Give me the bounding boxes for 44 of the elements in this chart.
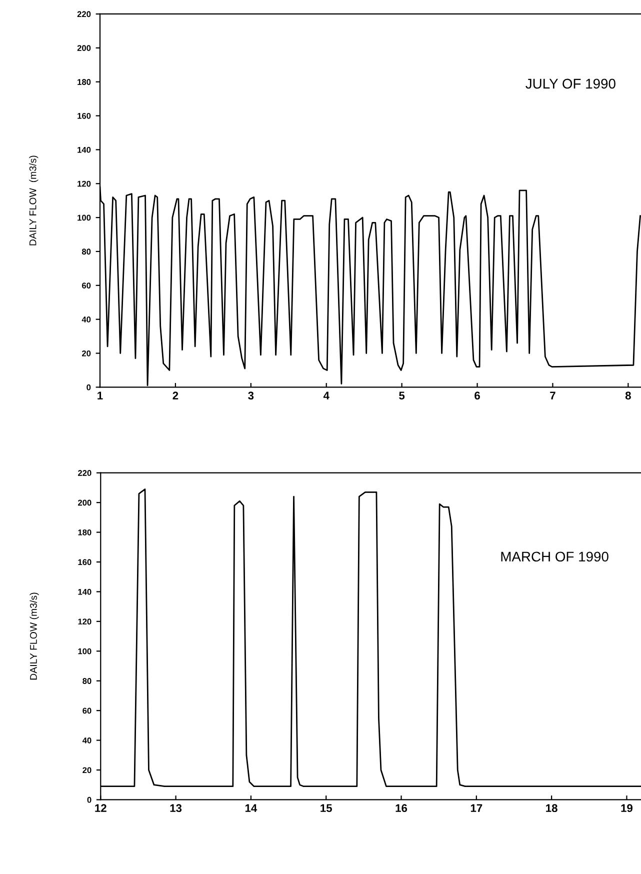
- y-axis-title: DAILY FLOW (m3/s): [29, 156, 38, 246]
- x-tick-label: 1: [98, 392, 103, 400]
- y-tick-label: 220: [78, 470, 92, 476]
- x-tick-label: 12: [95, 804, 106, 812]
- y-tick-label: 200: [77, 45, 91, 52]
- y-tick-label: 40: [82, 737, 92, 744]
- y-tick-label: 60: [82, 282, 91, 288]
- y-tick-label: 200: [78, 500, 92, 506]
- y-tick-label: 140: [78, 588, 92, 595]
- y-tick-label: 160: [78, 559, 92, 566]
- y-tick-label: 20: [82, 767, 92, 774]
- y-tick-label: 220: [77, 11, 91, 18]
- y-tick-label: 80: [82, 678, 92, 684]
- y-axis-title: DAILY FLOW (m3/s): [30, 592, 39, 680]
- annotation: MARCH OF 1990: [501, 552, 608, 562]
- x-tick-label: 7: [550, 392, 556, 400]
- y-tick-label: 0: [86, 384, 91, 390]
- y-tick-label: 100: [78, 214, 91, 221]
- y-tick-label: 20: [82, 350, 91, 356]
- x-tick-label: 2: [172, 392, 178, 400]
- x-tick-label: 5: [399, 392, 405, 400]
- x-tick-label: 4: [323, 392, 330, 400]
- y-tick-label: 180: [78, 529, 92, 536]
- x-tick-label: 8: [625, 392, 631, 400]
- x-tick-label: 16: [396, 804, 408, 812]
- x-tick-label: 3: [248, 392, 254, 400]
- x-tick-label: 13: [170, 804, 182, 812]
- y-tick-label: 60: [82, 708, 92, 714]
- y-tick-label: 140: [78, 146, 91, 153]
- y-tick-label: 120: [78, 618, 92, 625]
- y-tick-label: 80: [82, 248, 91, 255]
- y-tick-label: 120: [78, 180, 91, 187]
- x-tick-label: 14: [245, 804, 258, 812]
- x-tick-label: 6: [474, 392, 480, 400]
- x-tick-label: 18: [546, 804, 558, 812]
- x-tick-label: 19: [621, 804, 632, 812]
- x-tick-label: 17: [470, 804, 482, 812]
- y-tick-label: 0: [87, 796, 92, 803]
- y-tick-label: 180: [78, 79, 91, 85]
- y-tick-label: 160: [78, 112, 91, 119]
- annotation: JULY OF 1990: [526, 78, 616, 89]
- y-tick-label: 40: [82, 316, 91, 322]
- x-tick-label: 15: [320, 804, 332, 812]
- y-tick-label: 100: [78, 648, 92, 654]
